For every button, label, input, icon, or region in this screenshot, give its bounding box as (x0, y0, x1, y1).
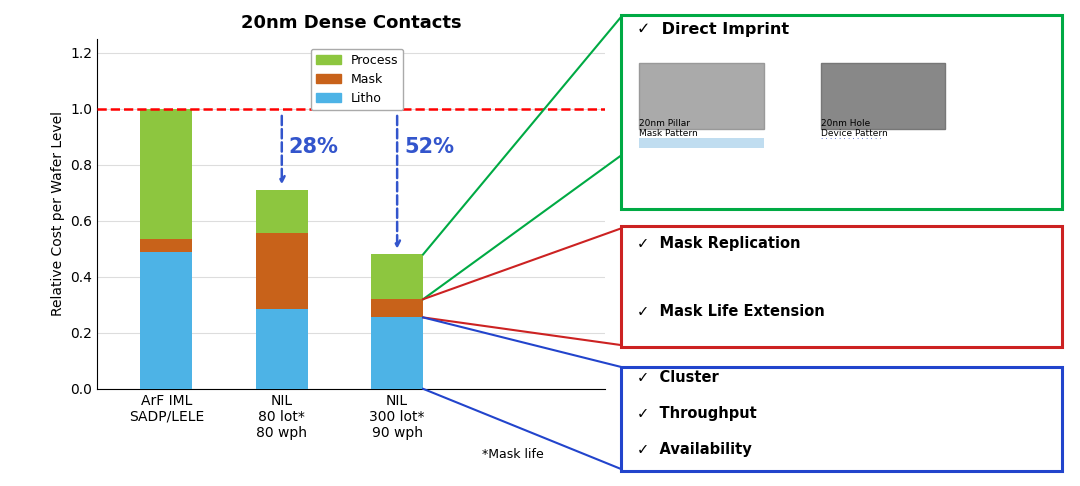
Text: ✓  Availability: ✓ Availability (637, 442, 752, 457)
Legend: Process, Mask, Litho: Process, Mask, Litho (311, 49, 403, 110)
Bar (140, 109, 192, 239)
Bar (372, 317, 423, 389)
Text: ✓  Mask Life Extension: ✓ Mask Life Extension (637, 304, 825, 319)
Text: ✓  Cluster: ✓ Cluster (637, 369, 719, 384)
Bar (372, 255, 423, 299)
Bar (256, 309, 308, 389)
Bar (372, 299, 423, 317)
Text: 20nm Hole
Device Pattern: 20nm Hole Device Pattern (821, 119, 888, 138)
Text: ✓  Direct Imprint: ✓ Direct Imprint (637, 22, 789, 37)
Text: *Mask life: *Mask life (482, 448, 543, 461)
Text: 52%: 52% (404, 137, 454, 156)
Text: ✓  Mask Replication: ✓ Mask Replication (637, 236, 800, 251)
Bar (140, 239, 192, 252)
Y-axis label: Relative Cost per Wafer Level: Relative Cost per Wafer Level (51, 111, 65, 316)
Bar (256, 190, 308, 233)
Text: 28%: 28% (288, 137, 338, 156)
Bar (256, 233, 308, 309)
Bar (140, 252, 192, 389)
Text: 20nm Pillar
Mask Pattern: 20nm Pillar Mask Pattern (639, 119, 698, 138)
Text: · · · · · · · · · · · · · ·: · · · · · · · · · · · · · · (821, 136, 881, 142)
Text: ✓  Throughput: ✓ Throughput (637, 406, 757, 421)
Title: 20nm Dense Contacts: 20nm Dense Contacts (241, 14, 461, 32)
